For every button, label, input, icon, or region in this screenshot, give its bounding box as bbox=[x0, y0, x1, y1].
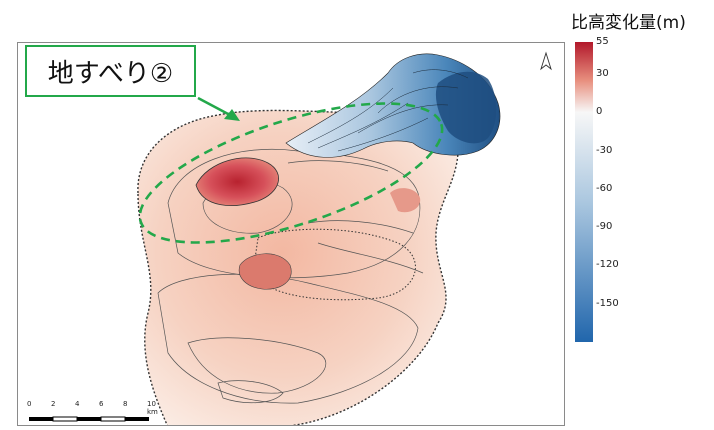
scale-tick-label: 0 bbox=[27, 400, 32, 408]
legend-colorbar bbox=[575, 42, 593, 342]
landslide-2-hotspot bbox=[195, 157, 279, 206]
legend-tick-label: 0 bbox=[596, 106, 603, 118]
scale-bar: 0 2 4 6 8 10 km bbox=[27, 400, 158, 424]
map-canvas bbox=[137, 51, 552, 425]
map-frame bbox=[17, 42, 565, 426]
scale-tick-label: 2 bbox=[51, 400, 56, 408]
legend-tick-label: -90 bbox=[596, 221, 613, 233]
legend-tick-label: 30 bbox=[596, 67, 609, 79]
callout-arrow-line bbox=[197, 96, 231, 117]
legend-title: 比高変化量(m) bbox=[571, 13, 686, 33]
landslide-label: 地すべり② bbox=[25, 45, 196, 97]
valley-contours bbox=[307, 69, 469, 152]
scale-bar-graphic bbox=[29, 416, 149, 422]
legend-tick-label: -30 bbox=[596, 144, 613, 156]
legend-tick-label: -150 bbox=[596, 297, 619, 309]
scale-tick-label: 10 km bbox=[147, 400, 158, 416]
legend-tick-label: -60 bbox=[596, 182, 613, 194]
north-arrow-icon bbox=[540, 51, 552, 71]
landslide-label-text: 地すべり② bbox=[47, 58, 174, 89]
erosion-valley-east bbox=[435, 71, 497, 144]
scale-tick-label: 4 bbox=[75, 400, 80, 408]
deposit-hotspot-east bbox=[390, 188, 421, 213]
inner-boundary bbox=[252, 228, 416, 301]
legend-tick-label: -120 bbox=[596, 259, 619, 271]
landslide-2-outline bbox=[138, 102, 444, 244]
callout-arrow-head bbox=[224, 109, 240, 121]
deposit-hotspot-south bbox=[238, 253, 292, 290]
scale-tick-label: 8 bbox=[123, 400, 128, 408]
scale-tick-label: 6 bbox=[99, 400, 104, 408]
deposit-outline bbox=[137, 109, 460, 425]
legend-tick-label: 55 bbox=[596, 36, 609, 47]
